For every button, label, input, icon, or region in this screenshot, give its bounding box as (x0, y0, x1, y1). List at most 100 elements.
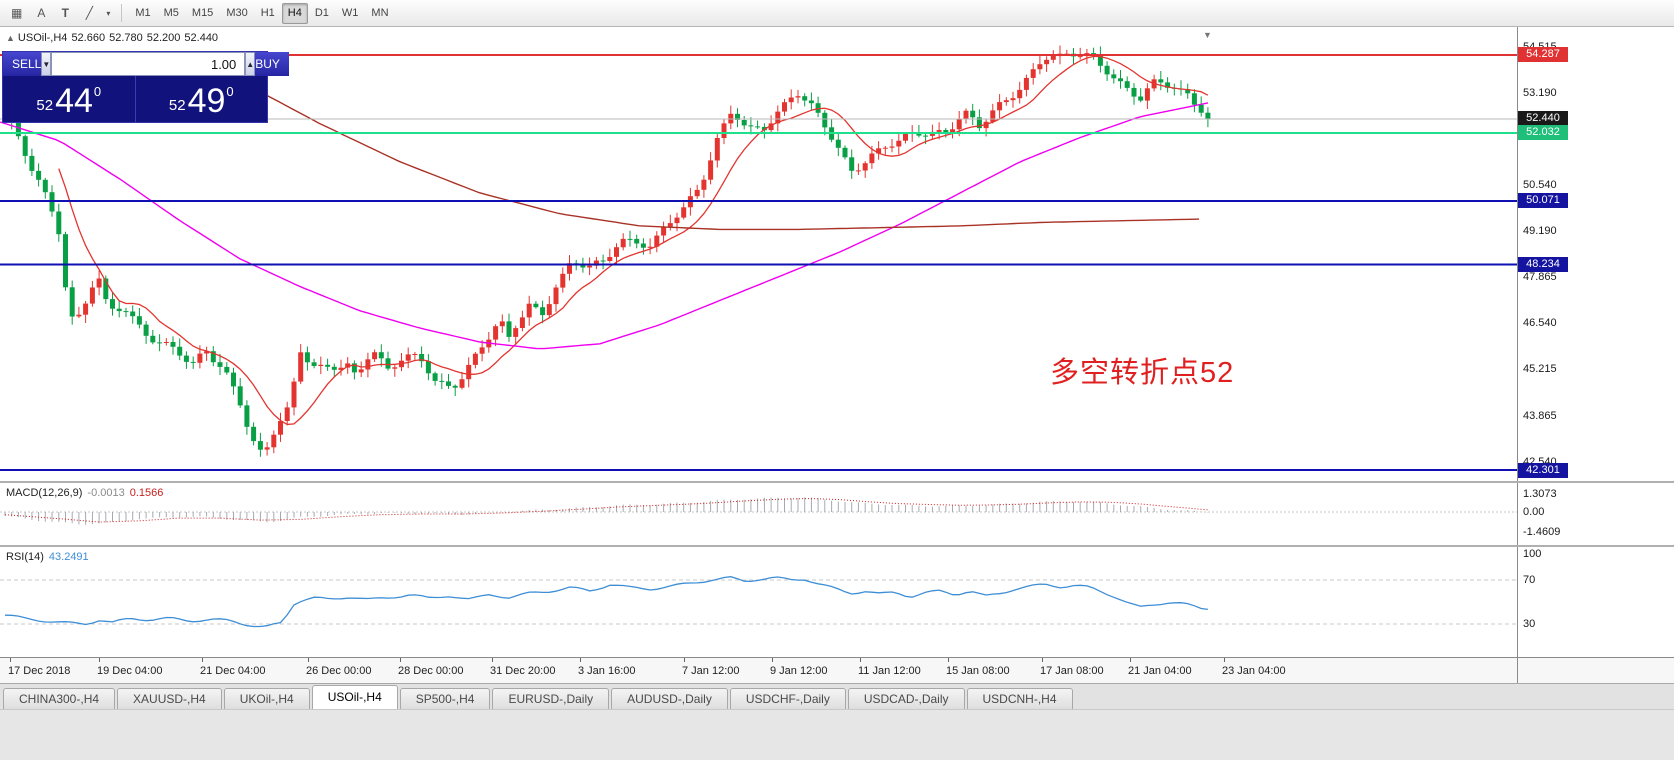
chart-ohlc-header: ▲ USOil-,H4 52.660 52.780 52.200 52.440 (6, 32, 222, 44)
timeframe-m30[interactable]: M30 (226, 7, 248, 19)
buy-button[interactable]: BUY (255, 52, 289, 76)
chart-tab-china300-h4[interactable]: CHINA300-,H4 (3, 688, 116, 709)
time-label: 7 Jan 12:00 (682, 665, 740, 677)
main-chart-plot[interactable]: ▲ USOil-,H4 52.660 52.780 52.200 52.440 SELL … (0, 27, 1517, 481)
time-tick (202, 658, 203, 662)
rsi-svg (0, 576, 1517, 628)
time-label: 26 Dec 00:00 (306, 665, 372, 677)
price-tick: 47.865 (1523, 271, 1557, 284)
chart-tabbar: CHINA300-,H4 XAUUSD-,H4 UKOil-,H4 USOil-,H4… (0, 683, 1674, 709)
chart-tab-xauusd-h4[interactable]: XAUUSD-,H4 (117, 688, 222, 709)
price-line-label: 50.071 (1518, 193, 1568, 209)
ohlc-low: 52.200 (146, 32, 181, 44)
chart-tab-ukoil-h4[interactable]: UKOil-,H4 (223, 688, 310, 709)
price-tick: 49.190 (1523, 225, 1557, 238)
panel-splitter-2[interactable] (0, 545, 1674, 547)
buy-price-point: 0 (226, 84, 234, 99)
text-annotation-icon[interactable]: A (37, 6, 46, 20)
time-axis-labels: 17 Dec 2018 19 Dec 04:00 21 Dec 04:00 26 De… (0, 658, 1517, 683)
timeframe-mn[interactable]: MN (371, 7, 389, 19)
chevron-down-icon: ▼ (42, 59, 51, 69)
sell-button[interactable]: SELL (3, 52, 42, 76)
volume-increase-button[interactable]: ▲ (245, 52, 256, 76)
time-tick (1224, 658, 1225, 662)
time-label: 31 Dec 20:00 (490, 665, 556, 677)
price-line-label: 42.301 (1518, 462, 1568, 478)
grid-icon[interactable]: ▦ (11, 6, 23, 20)
volume-input[interactable] (51, 52, 246, 76)
rsi-header: RSI(14) 43.2491 (6, 551, 94, 563)
chart-shift-marker-icon[interactable]: ▼ (1203, 30, 1212, 40)
time-label: 17 Dec 2018 (8, 665, 71, 677)
price-line-label: 52.440 (1518, 111, 1568, 127)
sell-price-pips: 44 (55, 82, 93, 120)
price-tick: 46.540 (1523, 317, 1557, 330)
time-label: 15 Jan 08:00 (946, 665, 1010, 677)
chart-annotation: 多空转折点52 (1050, 357, 1235, 389)
toolbar-separator (121, 4, 123, 22)
price-tick: 50.540 (1523, 178, 1557, 191)
timeframe-h4[interactable]: H4 (281, 2, 308, 24)
price-divider (134, 76, 136, 122)
line-tool-dropdown-icon[interactable]: ▾ (106, 8, 111, 18)
chevron-up-icon: ▲ (246, 59, 255, 69)
volume-dropdown-button[interactable]: ▼ (41, 52, 52, 76)
macd-title: MACD(12,26,9) (6, 487, 83, 499)
text-label-icon[interactable]: T (61, 6, 70, 20)
sell-price-point: 0 (93, 84, 102, 99)
time-tick (580, 658, 581, 662)
collapse-panel-icon[interactable]: ▲ (6, 33, 15, 43)
time-tick (948, 658, 949, 662)
time-tick (684, 658, 685, 662)
chart-tab-usdchf-daily[interactable]: USDCHF-,Daily (729, 688, 846, 709)
time-tick (772, 658, 773, 662)
chart-tab-eurusd-daily[interactable]: EURUSD-,Daily (492, 688, 610, 709)
sell-price-whole: 52 (36, 97, 54, 114)
panel-splitter-1[interactable] (0, 481, 1674, 483)
timeframe-d1[interactable]: D1 (314, 7, 329, 19)
chart-tab-usdcad-daily[interactable]: USDCAD-,Daily (847, 688, 965, 709)
macd-tick: 1.3073 (1523, 488, 1557, 501)
line-tool-icon[interactable]: ╱ (85, 6, 93, 20)
chart-tab-sp500-h4[interactable]: SP500-,H4 (399, 688, 491, 709)
time-tick (10, 658, 11, 662)
ohlc-high: 52.780 (109, 32, 143, 44)
timeframe-w1[interactable]: W1 (341, 7, 359, 19)
timeframe-m15[interactable]: M15 (191, 7, 214, 19)
time-tick (99, 658, 100, 662)
time-label: 17 Jan 08:00 (1040, 665, 1104, 677)
time-tick (860, 658, 861, 662)
rsi-plot[interactable]: RSI(14) 43.2491 (0, 547, 1517, 657)
buy-price[interactable]: 52 49 0 (136, 76, 268, 122)
bottom-filler (0, 709, 1674, 760)
chart-symbol-period: USOil-,H4 (17, 32, 68, 44)
rsi-axis: 100 70 30 (1517, 547, 1673, 657)
rsi-tick: 100 (1523, 548, 1542, 560)
time-tick (308, 658, 309, 662)
timeframe-m5[interactable]: M5 (163, 7, 179, 19)
timeframe-h1[interactable]: H1 (260, 7, 275, 19)
price-tick: 53.190 (1523, 86, 1557, 99)
timeframe-m1[interactable]: M1 (135, 7, 151, 19)
time-tick (1042, 658, 1043, 662)
buy-price-pips: 49 (187, 82, 226, 120)
chart-tab-audusd-daily[interactable]: AUDUSD-,Daily (611, 688, 728, 709)
time-label: 23 Jan 04:00 (1222, 665, 1286, 677)
macd-plot[interactable]: MACD(12,26,9) -0.0013 0.1566 (0, 483, 1517, 545)
timeframe-group: M1 M5 M15 M30 H1 H4 D1 W1 MN (129, 2, 394, 24)
main-toolbar: ▦ A T ╱ ▾ M1 M5 M15 M30 H1 H4 D1 W1 MN (0, 0, 1674, 27)
sell-price[interactable]: 52 44 0 (3, 76, 135, 122)
macd-tick: 0.00 (1523, 506, 1545, 518)
chart-tab-usdcnh-h4[interactable]: USDCNH-,H4 (966, 688, 1073, 709)
time-tick (1130, 658, 1131, 662)
time-label: 28 Dec 00:00 (398, 665, 464, 677)
time-axis: 17 Dec 2018 19 Dec 04:00 21 Dec 04:00 26 De… (0, 657, 1674, 683)
macd-signal-value: 0.1566 (129, 487, 164, 499)
price-line-label: 54.287 (1518, 47, 1568, 63)
time-label: 19 Dec 04:00 (97, 665, 163, 677)
rsi-tick: 70 (1523, 574, 1536, 586)
chart-tab-usoil-h4[interactable]: USOil-,H4 (311, 685, 398, 709)
price-tick: 45.215 (1523, 363, 1557, 376)
macd-svg (0, 497, 1517, 525)
